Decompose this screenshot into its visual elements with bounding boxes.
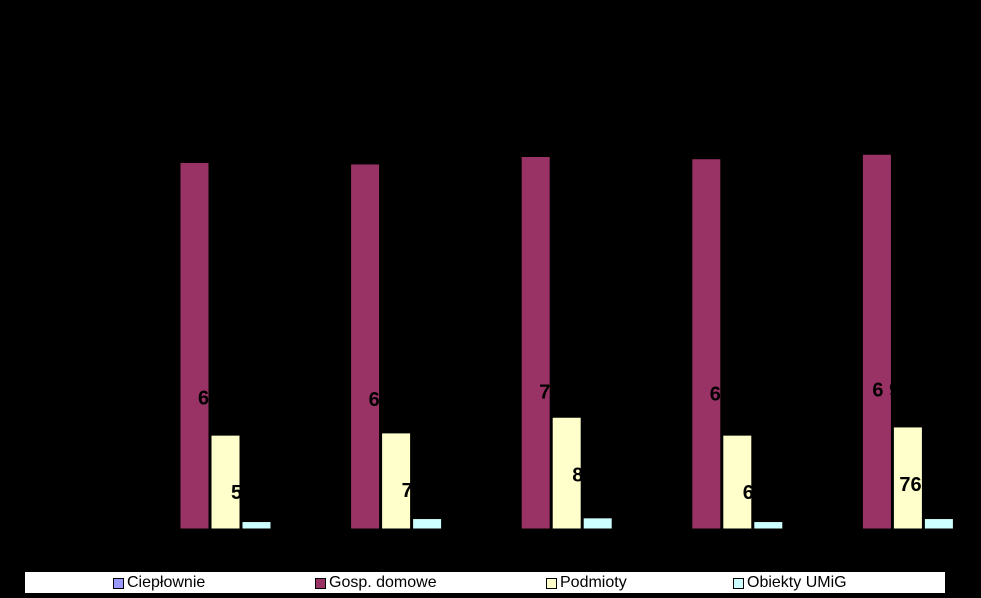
chart-data-labels: 6 5 6 7 7 8 6 6 6 9 762 [198,379,933,504]
legend-swatch-gosp-domowe [315,577,326,589]
bar-podmioty-3 [722,434,753,530]
bar-podmioty-2 [551,416,582,530]
bar-obiekty-umig-4 [923,518,954,530]
data-label-2-1: 7 [539,382,550,404]
data-label-0-1: 6 [198,387,209,409]
bar-podmioty-1 [381,432,412,530]
bar-obiekty-umig-1 [412,518,443,530]
bar-obiekty-umig-3 [753,521,784,530]
data-label-4-2: 762 [899,474,932,496]
legend-item-obiekty-umig: Obiekty UMiG [733,574,847,592]
bar-gosp-domowe-0 [179,161,210,530]
legend-label-obiekty-umig: Obiekty UMiG [747,574,847,591]
data-label-0-2: 5 [231,482,242,504]
data-label-3-2: 6 [743,482,754,504]
legend-swatch-podmioty [546,577,557,589]
bar-gosp-domowe-1 [350,163,381,530]
legend-item-cieplownie: Ciepłownie [113,574,205,592]
legend-item-podmioty: Podmioty [546,574,627,592]
legend-swatch-cieplownie [113,577,124,589]
legend-label-podmioty: Podmioty [560,574,627,591]
bar-podmioty-4 [892,426,923,530]
bar-obiekty-umig-0 [241,521,272,530]
chart-bars [179,153,954,530]
legend-swatch-obiekty-umig [733,577,744,589]
bar-podmioty-0 [210,434,241,530]
data-label-2-2: 8 [572,464,583,486]
chart-legend: Ciepłownie Gosp. domowe Podmioty Obiekty… [24,571,946,594]
data-label-1-1: 6 [369,389,380,411]
legend-label-cieplownie: Ciepłownie [127,574,206,591]
bar-gosp-domowe-3 [691,158,722,530]
legend-label-gosp-domowe: Gosp. domowe [329,574,437,591]
data-label-3-1: 6 [710,384,721,406]
bar-gosp-domowe-2 [520,156,551,530]
data-label-4-1: 6 9 [872,379,900,401]
bar-gosp-domowe-4 [861,153,892,530]
bar-chart: 6 5 6 7 7 8 6 6 6 9 762 [179,153,954,530]
legend-item-gosp-domowe: Gosp. domowe [315,574,437,592]
bar-obiekty-umig-2 [582,517,613,530]
data-label-1-2: 7 [402,480,413,502]
